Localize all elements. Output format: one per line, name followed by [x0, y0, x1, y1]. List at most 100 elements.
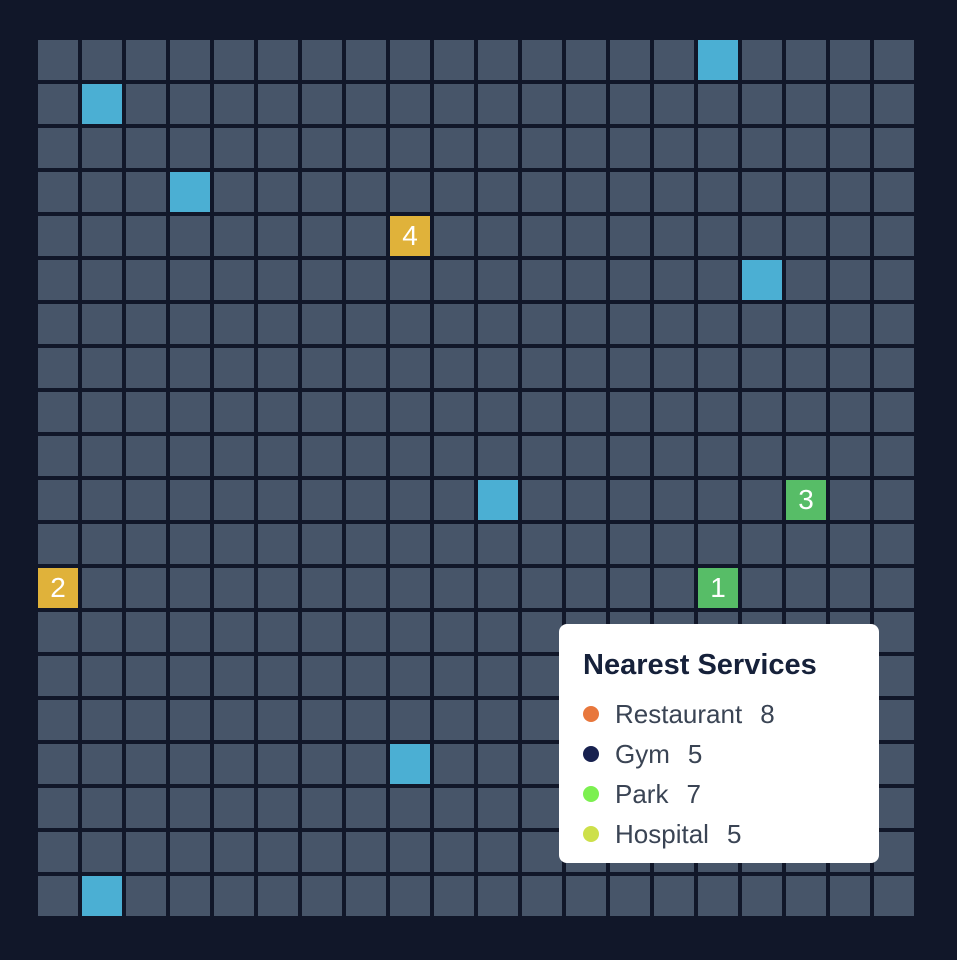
grid-cell[interactable] — [434, 260, 474, 300]
grid-cell[interactable] — [434, 656, 474, 696]
grid-cell[interactable] — [346, 216, 386, 256]
grid-cell[interactable] — [346, 788, 386, 828]
grid-cell[interactable] — [346, 392, 386, 432]
grid-cell[interactable] — [38, 656, 78, 696]
grid-cell[interactable] — [874, 700, 914, 740]
grid-cell[interactable] — [434, 876, 474, 916]
grid-cell[interactable] — [742, 216, 782, 256]
grid-cell[interactable] — [170, 392, 210, 432]
service-marker-1[interactable]: 1 — [698, 568, 738, 608]
grid-cell[interactable] — [82, 216, 122, 256]
grid-cell[interactable] — [434, 480, 474, 520]
grid-cell[interactable] — [786, 172, 826, 212]
grid-cell[interactable] — [170, 348, 210, 388]
grid-cell[interactable] — [478, 568, 518, 608]
grid-cell[interactable] — [698, 304, 738, 344]
grid-cell[interactable] — [830, 876, 870, 916]
grid-cell[interactable] — [82, 260, 122, 300]
grid-cell[interactable] — [742, 524, 782, 564]
grid-cell[interactable] — [126, 128, 166, 168]
grid-cell[interactable] — [390, 788, 430, 828]
grid-cell[interactable] — [170, 480, 210, 520]
grid-cell[interactable] — [38, 172, 78, 212]
grid-cell[interactable] — [346, 128, 386, 168]
grid-cell[interactable] — [302, 304, 342, 344]
grid-cell[interactable] — [654, 216, 694, 256]
grid-cell[interactable] — [478, 260, 518, 300]
grid-cell[interactable] — [302, 84, 342, 124]
grid-cell[interactable] — [258, 788, 298, 828]
grid-cell[interactable] — [390, 832, 430, 872]
grid-cell[interactable] — [126, 568, 166, 608]
grid-cell[interactable] — [82, 348, 122, 388]
grid-cell[interactable] — [434, 392, 474, 432]
grid-cell[interactable] — [610, 40, 650, 80]
grid-cell[interactable] — [390, 84, 430, 124]
grid-cell[interactable] — [478, 832, 518, 872]
grid-cell[interactable] — [214, 788, 254, 828]
grid-cell[interactable] — [478, 84, 518, 124]
grid-cell[interactable] — [38, 128, 78, 168]
grid-cell[interactable] — [126, 84, 166, 124]
grid-cell[interactable] — [830, 260, 870, 300]
grid-cell[interactable] — [786, 40, 826, 80]
grid-cell[interactable] — [346, 436, 386, 476]
grid-cell[interactable] — [610, 216, 650, 256]
grid-cell[interactable] — [786, 304, 826, 344]
water-tile[interactable] — [170, 172, 210, 212]
grid-cell[interactable] — [566, 84, 606, 124]
water-tile[interactable] — [698, 40, 738, 80]
grid-cell[interactable] — [214, 480, 254, 520]
grid-cell[interactable] — [170, 612, 210, 652]
grid-cell[interactable] — [258, 436, 298, 476]
grid-cell[interactable] — [434, 172, 474, 212]
grid-cell[interactable] — [258, 172, 298, 212]
grid-cell[interactable] — [874, 348, 914, 388]
grid-cell[interactable] — [434, 612, 474, 652]
grid-cell[interactable] — [522, 876, 562, 916]
grid-cell[interactable] — [830, 216, 870, 256]
grid-cell[interactable] — [170, 524, 210, 564]
grid-cell[interactable] — [434, 216, 474, 256]
grid-cell[interactable] — [522, 172, 562, 212]
grid-cell[interactable] — [38, 788, 78, 828]
grid-cell[interactable] — [302, 876, 342, 916]
grid-cell[interactable] — [82, 392, 122, 432]
grid-cell[interactable] — [654, 392, 694, 432]
grid-cell[interactable] — [566, 436, 606, 476]
grid-cell[interactable] — [566, 392, 606, 432]
grid-cell[interactable] — [126, 480, 166, 520]
grid-cell[interactable] — [874, 656, 914, 696]
grid-cell[interactable] — [390, 700, 430, 740]
grid-cell[interactable] — [522, 568, 562, 608]
grid-cell[interactable] — [698, 128, 738, 168]
grid-cell[interactable] — [522, 700, 562, 740]
grid-cell[interactable] — [610, 480, 650, 520]
grid-cell[interactable] — [170, 568, 210, 608]
grid-cell[interactable] — [830, 392, 870, 432]
grid-cell[interactable] — [214, 436, 254, 476]
grid-cell[interactable] — [698, 480, 738, 520]
grid-cell[interactable] — [214, 656, 254, 696]
grid-cell[interactable] — [610, 524, 650, 564]
grid-cell[interactable] — [522, 832, 562, 872]
grid-cell[interactable] — [654, 40, 694, 80]
grid-cell[interactable] — [478, 304, 518, 344]
grid-cell[interactable] — [610, 84, 650, 124]
grid-cell[interactable] — [170, 40, 210, 80]
grid-cell[interactable] — [258, 480, 298, 520]
grid-cell[interactable] — [126, 744, 166, 784]
grid-cell[interactable] — [302, 568, 342, 608]
grid-cell[interactable] — [786, 392, 826, 432]
grid-cell[interactable] — [302, 348, 342, 388]
grid-cell[interactable] — [830, 524, 870, 564]
grid-cell[interactable] — [566, 216, 606, 256]
grid-cell[interactable] — [654, 524, 694, 564]
grid-cell[interactable] — [126, 876, 166, 916]
grid-cell[interactable] — [258, 348, 298, 388]
grid-cell[interactable] — [610, 876, 650, 916]
grid-cell[interactable] — [610, 348, 650, 388]
grid-cell[interactable] — [742, 40, 782, 80]
grid-cell[interactable] — [126, 348, 166, 388]
grid-cell[interactable] — [258, 656, 298, 696]
